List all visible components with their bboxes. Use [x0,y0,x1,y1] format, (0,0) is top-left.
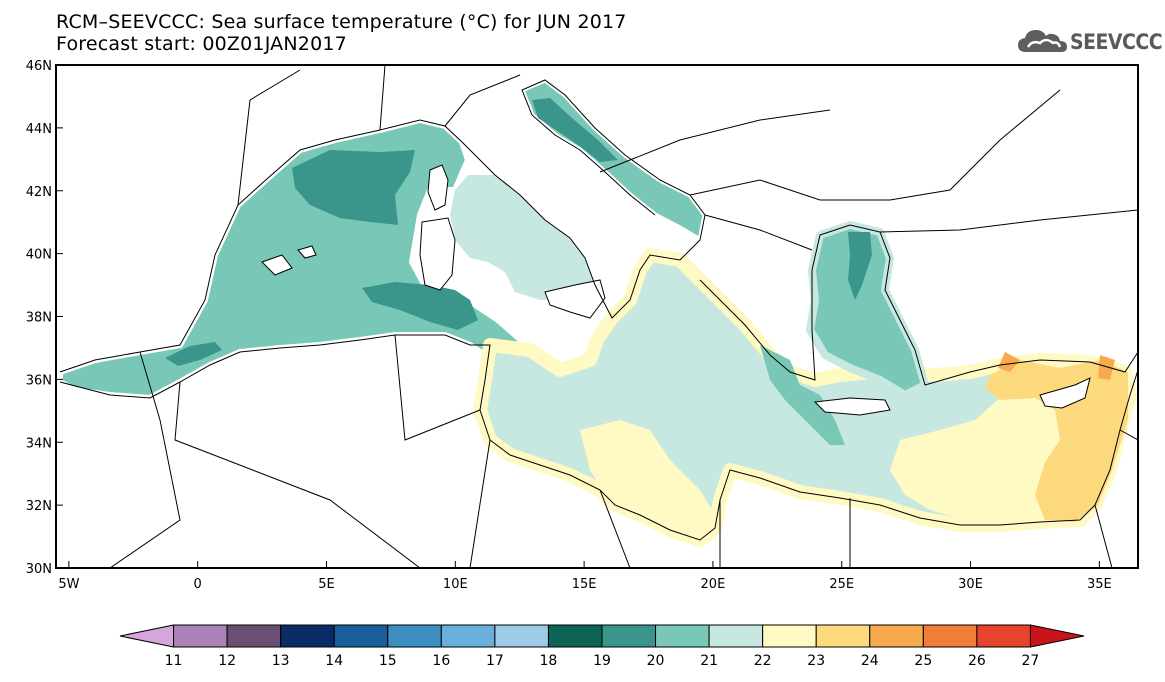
sea-gulf-of-sirte-warm [580,420,715,540]
colorbar-swatch [976,624,1031,648]
colorbar-swatch [601,624,657,648]
colorbar-swatch [333,624,389,648]
colorbar-label: 27 [1022,653,1040,669]
colorbar-label: 21 [700,653,718,669]
lon-tick-label: 35E [1087,577,1112,592]
colorbar-label: 16 [432,653,450,669]
coastline-north-africa [59,334,1138,541]
colorbar-swatch [226,624,282,648]
colorbar-swatch [922,624,978,648]
coastline-europe [59,79,706,373]
colorbar-swatch [762,624,817,648]
sea-adriatic-cool-patch [532,98,618,162]
sea-tyrrhenian-cool-patch [362,282,478,330]
corsica-island [427,164,449,211]
colorbar-label: 19 [593,653,611,669]
lon-tick-label: 5E [318,577,335,592]
colorbar-swatch [280,624,335,648]
lon-tick-label: 5W [58,577,79,592]
lon-tick-label: 20E [701,577,726,592]
lat-tick-label: 40N [26,248,52,263]
colorbar-swatch [869,624,924,648]
longitude-ticks: 5W 0 5E 10E 15E 20E 25E 30E 35E [58,561,1112,592]
colorbar-label: 24 [861,653,879,669]
lat-tick-label: 44N [26,122,52,137]
sicily-island [544,279,606,319]
colorbar-swatch [815,624,871,648]
lat-tick-label: 42N [26,185,52,200]
colorbar-label: 12 [218,653,236,669]
cloud-icon [1018,30,1067,52]
colorbar-label: 15 [379,653,397,669]
lat-tick-label: 46N [26,59,52,74]
sea-alboran-cool-patch [165,342,222,366]
sea-gulf-of-lion-cool-patch [292,150,415,225]
lon-tick-label: 15E [572,577,597,592]
sea-levantine-hot [985,360,1128,522]
sea-levantine-hottest [998,352,1115,380]
chart-title: RCM–SEEVCCC: Sea surface temperature (°C… [56,11,627,33]
latitude-ticks: 30N 32N 34N 36N 38N 40N 42N 44N 46N [26,59,63,577]
sea-tyrrhenian-warm [450,175,595,300]
sardinia-island [419,217,456,291]
colorbar-max-triangle [1029,624,1085,648]
colorbar-label: 14 [325,653,343,669]
colorbar-swatch [655,624,710,648]
colorbar-label: 18 [540,653,558,669]
coastline-greece-turkey [699,224,1138,386]
colorbar-swatch [494,624,549,648]
colorbar-label: 11 [165,653,183,669]
colorbar-swatch [547,624,603,648]
balearic-islands [261,245,317,276]
sea-aegean-cool-patch [848,232,872,300]
seevccc-logo: SEEVCCC [1016,26,1163,56]
lon-tick-label: 25E [829,577,854,592]
lat-tick-label: 36N [26,373,52,388]
lat-tick-label: 30N [26,562,52,577]
cyprus-island [1039,377,1091,409]
lat-tick-label: 38N [26,311,52,326]
sea-ionian-cool-tongue [760,345,845,445]
colorbar-label: 17 [486,653,504,669]
colorbar-swatch [440,624,496,648]
colorbar-label: 23 [807,653,825,669]
lat-tick-label: 34N [26,436,52,451]
colorbar-swatch [387,624,442,648]
colorbar-min-triangle [119,624,175,648]
colorbar-swatch [708,624,764,648]
colorbar-label: 25 [914,653,932,669]
colorbar-swatch [173,624,228,648]
colorbar-label: 13 [272,653,290,669]
colorbar-label: 22 [754,653,772,669]
lon-tick-label: 30E [958,577,983,592]
lon-tick-label: 10E [443,577,468,592]
forecast-start-subtitle: Forecast start: 00Z01JAN2017 [56,33,347,55]
logo-text: SEEVCCC [1070,30,1163,54]
country-borders [109,65,1138,568]
lon-tick-label: 0 [194,577,202,592]
crete-island [813,397,891,416]
colorbar-label: 26 [968,653,986,669]
colorbar-label: 20 [647,653,665,669]
lat-tick-label: 32N [26,499,52,514]
